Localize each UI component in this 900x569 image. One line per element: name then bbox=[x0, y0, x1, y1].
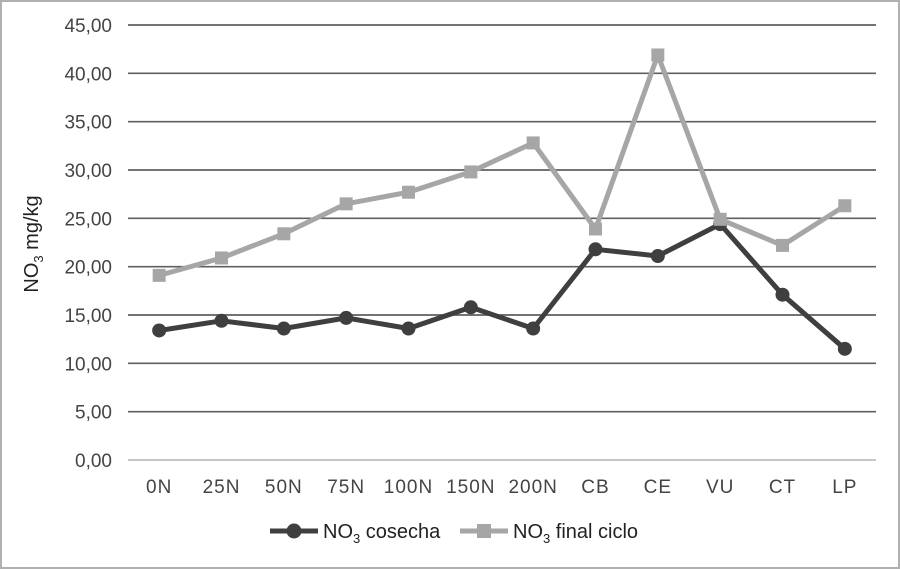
series-0-marker-circle bbox=[588, 242, 603, 257]
legend-label-main: NO bbox=[323, 521, 353, 543]
legend-item-1: NO3 final ciclo bbox=[460, 521, 638, 546]
series-0-marker-circle bbox=[650, 249, 665, 264]
legend-label-main: NO bbox=[513, 521, 543, 543]
x-category-label: LP bbox=[832, 477, 857, 498]
x-category-label: 25N bbox=[203, 477, 241, 498]
legend-item-0: NO3 cosecha bbox=[270, 521, 441, 546]
y-tick-label: 20,00 bbox=[64, 258, 112, 279]
series-1-marker-square bbox=[776, 238, 789, 252]
series-1-marker-square bbox=[215, 251, 228, 265]
y-axis-title-main: NO bbox=[21, 263, 43, 293]
series-line-0 bbox=[156, 221, 848, 352]
y-tick-label: 30,00 bbox=[64, 161, 112, 182]
series-1-marker-square bbox=[402, 185, 415, 199]
series-1-marker-square bbox=[526, 136, 540, 150]
y-tick-label: 10,00 bbox=[64, 354, 112, 375]
legend-marker-circle bbox=[286, 523, 302, 539]
series-0-marker-circle bbox=[775, 287, 790, 302]
series-1-marker-square bbox=[277, 227, 291, 241]
legend-label-rest: final ciclo bbox=[550, 521, 638, 543]
legend-label-subscript: 3 bbox=[543, 531, 550, 546]
x-category-label: 200N bbox=[508, 477, 557, 498]
y-tick-label: 5,00 bbox=[75, 403, 112, 424]
legend-label-rest: cosecha bbox=[360, 521, 441, 543]
series-1-marker-square bbox=[838, 199, 852, 213]
x-category-label: 150N bbox=[446, 477, 495, 498]
x-category-label: VU bbox=[706, 477, 734, 498]
y-tick-label: 0,00 bbox=[75, 451, 112, 472]
x-category-label: 0N bbox=[146, 477, 172, 498]
series-0-marker-circle bbox=[401, 321, 416, 336]
legend-label: NO3 cosecha bbox=[323, 521, 441, 546]
legend-label-subscript: 3 bbox=[353, 531, 360, 546]
series-0-marker-circle bbox=[152, 323, 167, 338]
y-tick-label: 25,00 bbox=[64, 209, 112, 230]
series-1-marker-square bbox=[464, 165, 478, 179]
y-tick-label: 40,00 bbox=[64, 64, 112, 85]
series-0-marker-circle bbox=[214, 313, 229, 328]
series-1-marker-square bbox=[713, 212, 727, 226]
y-tick-label: 45,00 bbox=[64, 16, 112, 37]
y-tick-label: 35,00 bbox=[64, 113, 112, 134]
x-category-label: 75N bbox=[327, 477, 365, 498]
x-category-label: CT bbox=[769, 477, 796, 498]
y-axis-title: NO3 mg/kg bbox=[21, 195, 46, 292]
series-line-1 bbox=[156, 52, 848, 278]
legend-marker-square bbox=[477, 524, 491, 538]
legend-label: NO3 final ciclo bbox=[513, 521, 638, 546]
y-axis-title-subscript: 3 bbox=[31, 255, 46, 262]
series-1-marker-square bbox=[339, 197, 353, 211]
series-0-marker-circle bbox=[463, 300, 478, 315]
x-category-label: 100N bbox=[384, 477, 433, 498]
series-1-marker-square bbox=[589, 222, 602, 236]
series-0-marker-circle bbox=[526, 321, 541, 336]
y-tick-label: 15,00 bbox=[64, 306, 112, 327]
series-0-marker-circle bbox=[837, 341, 852, 356]
series-0-marker-circle bbox=[276, 321, 291, 336]
x-category-label: CB bbox=[581, 477, 609, 498]
y-axis-title-units: mg/kg bbox=[21, 195, 43, 255]
x-category-label: 50N bbox=[265, 477, 303, 498]
series-1-marker-square bbox=[152, 268, 166, 282]
series-0-marker-circle bbox=[339, 310, 354, 325]
x-category-label: CE bbox=[644, 477, 672, 498]
series-1-marker-square bbox=[651, 48, 665, 62]
